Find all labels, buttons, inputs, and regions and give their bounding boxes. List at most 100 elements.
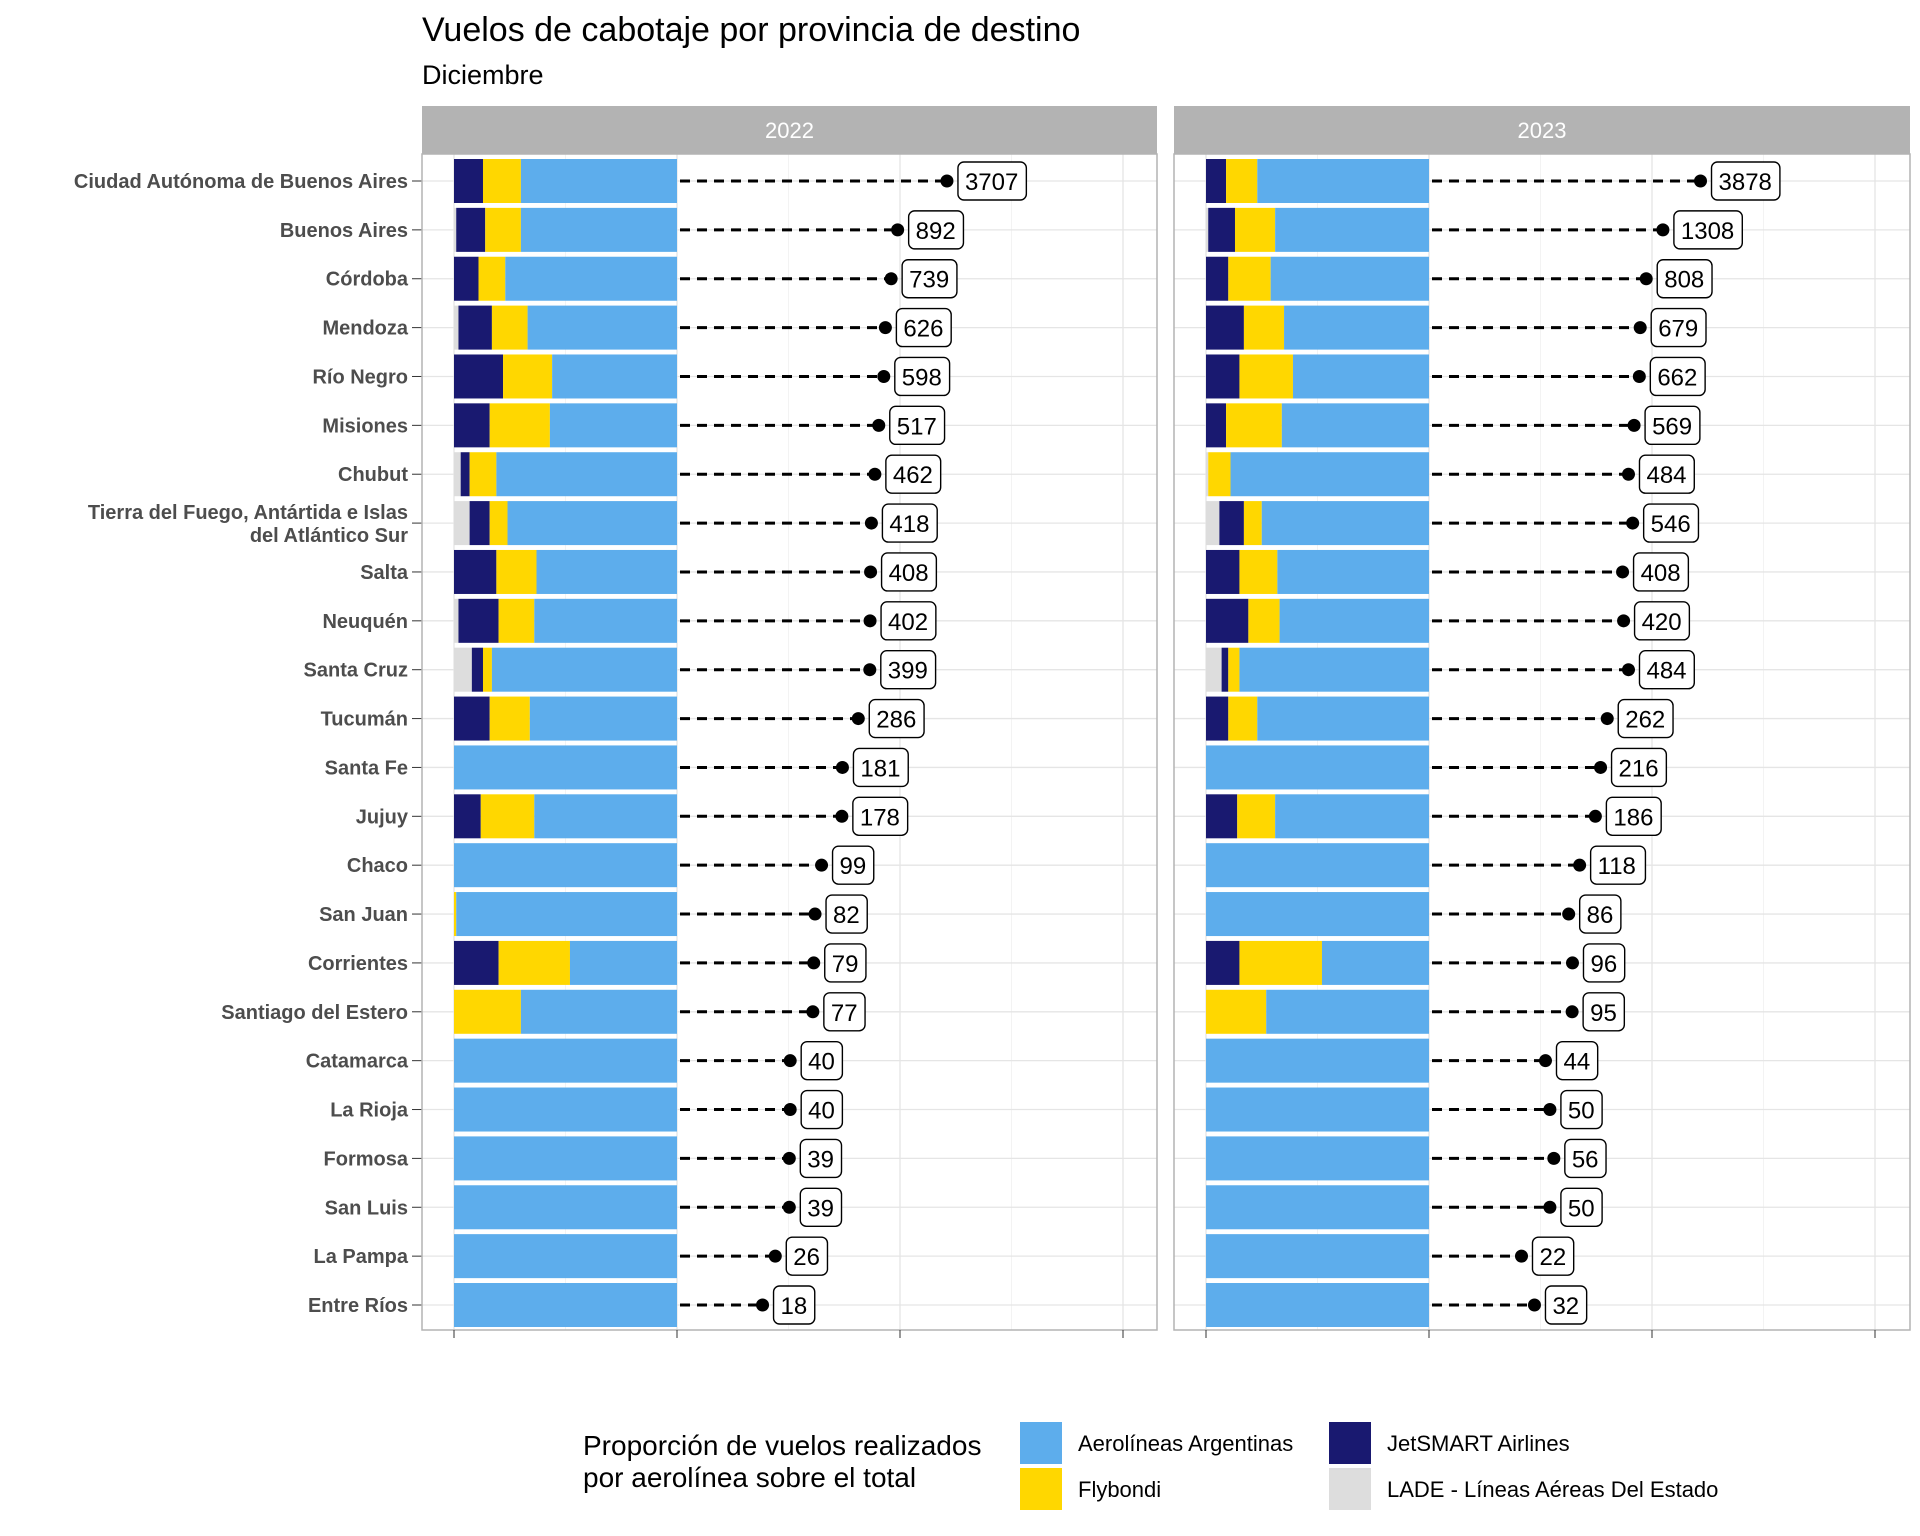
bar-segment (454, 989, 521, 1034)
total-label: 598 (902, 364, 942, 391)
bar-segment (1208, 207, 1235, 252)
total-point (877, 369, 891, 383)
bar-segment (1239, 647, 1429, 692)
total-label: 892 (916, 218, 956, 245)
total-point (1573, 858, 1587, 872)
total-point (864, 565, 878, 579)
bar-segment (454, 549, 497, 594)
total-label: 286 (876, 707, 916, 734)
bar-segment (529, 696, 677, 741)
total-label-box (772, 1285, 816, 1325)
total-point (864, 516, 878, 530)
bar-segment (569, 940, 677, 985)
bar-segment (489, 403, 550, 448)
total-label-box (852, 796, 909, 837)
total-label-box (1617, 698, 1674, 739)
bar-segment (458, 305, 492, 350)
total-point (1527, 1298, 1541, 1312)
total-label: 40 (808, 1098, 835, 1125)
total-point (808, 907, 822, 921)
total-point (835, 809, 849, 823)
total-label-box (825, 894, 868, 934)
total-point (756, 1298, 770, 1312)
total-point (783, 1054, 797, 1068)
total-point (1656, 223, 1670, 237)
bar-segment (482, 647, 492, 692)
total-point (863, 663, 877, 677)
facet-strip (422, 106, 1157, 154)
panel-border (421, 153, 1158, 1331)
bar-segment (454, 501, 470, 546)
y-tick-label: La Pampa (314, 1246, 409, 1268)
total-label: 517 (897, 413, 937, 440)
total-label: 3878 (1719, 169, 1772, 196)
total-point (1562, 907, 1576, 921)
y-tick-label: Tierra del Fuego, Antártida e Islas del A… (88, 502, 408, 547)
total-label: 662 (1657, 364, 1697, 391)
bar-segment (1234, 207, 1276, 252)
total-point (1632, 369, 1646, 383)
legend-item-label: Flybondi (1078, 1477, 1161, 1502)
legend-title: Proporción de vuelos realizados (583, 1430, 981, 1461)
bar-segment (454, 1136, 677, 1181)
bar-segment (507, 501, 677, 546)
bar-segment (454, 159, 483, 203)
bar-segment (480, 794, 535, 839)
y-axis-labels: Ciudad Autónoma de Buenos Aires Buenos Ai… (74, 171, 422, 1317)
bar-segment (469, 501, 490, 546)
total-label-box (799, 1138, 843, 1179)
total-label-box (1578, 894, 1622, 934)
bar-segment (1219, 501, 1244, 546)
total-point (783, 1103, 797, 1117)
total-label-box (1642, 503, 1700, 543)
bar-segment (454, 354, 504, 399)
y-tick-label: Catamarca (306, 1051, 409, 1073)
bar-segment (1206, 549, 1240, 594)
bar-segment (520, 207, 677, 252)
bar-segment (1230, 452, 1429, 497)
total-label: 186 (1613, 804, 1653, 831)
y-tick-label: Formosa (324, 1148, 409, 1170)
legend-item-label: LADE - Líneas Aéreas Del Estado (1387, 1477, 1718, 1502)
total-point (1627, 418, 1641, 432)
total-point (1538, 1054, 1552, 1068)
bar-segment (1206, 354, 1240, 399)
total-label: 408 (1641, 560, 1681, 587)
bar-segment (1206, 403, 1227, 448)
total-label-box (1633, 601, 1691, 641)
legend-item-label: Aerolíneas Argentinas (1078, 1431, 1293, 1456)
bar-segment (534, 598, 677, 643)
bar-segment (1208, 452, 1231, 497)
legend-title: por aerolínea sobre el total (583, 1462, 916, 1493)
bar-segment (489, 501, 508, 546)
total-point (1617, 614, 1631, 628)
bar-segment (1248, 598, 1280, 643)
y-tick-label: Corrientes (308, 953, 408, 975)
total-point (1594, 760, 1608, 774)
total-label-box (1605, 796, 1662, 837)
bar-segment (1206, 452, 1209, 497)
total-label-box (824, 943, 867, 983)
bar-segment (520, 989, 677, 1034)
bar-segment (482, 159, 521, 203)
total-label: 40 (808, 1049, 835, 1076)
bar-segment (1206, 159, 1227, 203)
total-label-box (1656, 259, 1713, 299)
total-label-box (894, 356, 951, 397)
total-label-box (895, 307, 952, 348)
bar-segment (1270, 256, 1429, 301)
facet-strip-label: 2023 (1518, 118, 1567, 143)
total-label: 50 (1568, 1195, 1595, 1222)
bar-segment (1228, 256, 1271, 301)
total-point (872, 418, 886, 432)
chart-subtitle: Diciembre (422, 60, 544, 90)
total-label-box (868, 698, 925, 739)
y-tick-label: Salta (360, 562, 409, 584)
y-tick-label: Entre Ríos (308, 1295, 408, 1317)
y-tick-label: San Luis (325, 1197, 408, 1219)
total-label-box (885, 454, 942, 494)
legend-swatch (1020, 1468, 1062, 1510)
bar-segment (454, 598, 459, 643)
total-point (878, 321, 892, 335)
total-label-box (823, 992, 866, 1032)
